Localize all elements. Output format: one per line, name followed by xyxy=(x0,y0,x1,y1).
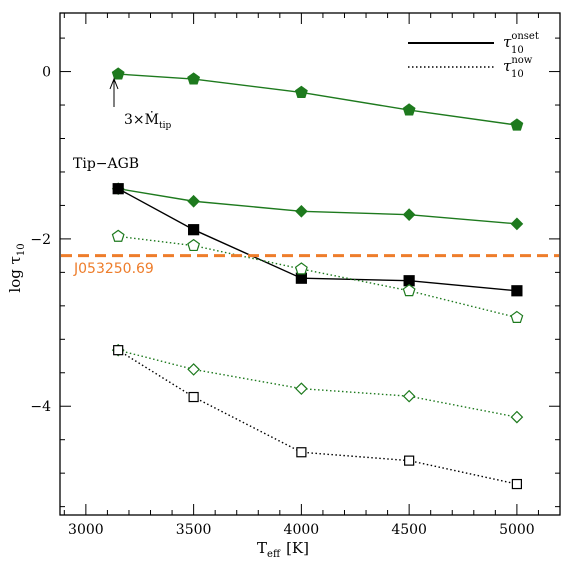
legend-entry-onset: τonset 10 xyxy=(503,31,539,56)
x-axis-label: Teff [K] xyxy=(257,539,309,560)
legend: τonset 10 τnow 10 xyxy=(408,31,539,80)
data-point-diamond xyxy=(402,208,416,221)
data-point-square xyxy=(511,285,523,297)
data-point-diamond xyxy=(187,194,200,208)
data-point-diamond xyxy=(187,363,200,376)
y-tick-label: 0 xyxy=(42,65,51,81)
y-tick-label: −2 xyxy=(30,232,51,248)
x-tick-label: 5000 xyxy=(499,522,535,538)
x-tick-label: 4000 xyxy=(284,522,320,538)
data-point-pentagon xyxy=(111,67,125,80)
data-point-pentagon xyxy=(187,72,201,85)
annotation-arrow-head xyxy=(109,77,119,90)
annotation-mdot: 3×Ṁtip xyxy=(124,110,171,131)
data-point-pentagon xyxy=(402,103,416,116)
y-axis-label: log τ10 xyxy=(6,243,27,292)
data-point-pentagon xyxy=(402,284,416,297)
data-point-square xyxy=(188,391,199,403)
data-point-square xyxy=(188,224,200,236)
x-tick-label: 3500 xyxy=(176,522,212,538)
series-3 xyxy=(112,183,523,297)
series-line xyxy=(118,349,518,418)
data-point-square xyxy=(112,183,124,195)
data-point-pentagon xyxy=(111,229,125,242)
x-tick-label: 3000 xyxy=(68,522,104,538)
data-point-diamond xyxy=(295,382,308,396)
data-point-pentagon xyxy=(187,238,201,252)
series-2 xyxy=(111,182,524,231)
data-point-pentagon xyxy=(510,118,524,131)
data-point-diamond xyxy=(510,217,524,231)
data-point-diamond xyxy=(402,389,416,403)
mdot-annotation: 3×Ṁtip xyxy=(109,77,171,131)
axis-ticks: 3000 3500 4000 4500 5000 0 −2 −4 xyxy=(30,13,560,538)
series-line xyxy=(118,73,517,126)
data-point-square xyxy=(113,345,124,356)
data-point-square xyxy=(295,272,307,284)
annotation-tip-agb: Tip−AGB xyxy=(73,156,139,172)
series-6 xyxy=(113,345,522,490)
data-point-pentagon xyxy=(294,85,308,98)
data-point-diamond xyxy=(295,204,308,218)
x-tick-label: 4500 xyxy=(391,522,427,538)
data-point-square xyxy=(296,447,307,458)
y-tick-label: −4 xyxy=(30,399,51,415)
series-5 xyxy=(111,343,524,424)
plot-frame xyxy=(59,12,561,516)
data-point-pentagon xyxy=(510,310,524,323)
data-point-diamond xyxy=(510,410,524,424)
data-point-square xyxy=(511,478,522,490)
series-line xyxy=(117,188,517,292)
series-line xyxy=(118,188,517,225)
series-4 xyxy=(111,229,524,323)
series-line xyxy=(118,235,518,319)
series-line xyxy=(117,349,518,485)
reference-line-label: J053250.69 xyxy=(73,261,154,277)
series-layer xyxy=(111,67,524,490)
series-1 xyxy=(111,67,524,131)
data-point-square xyxy=(404,455,415,466)
legend-entry-now: τnow 10 xyxy=(503,55,533,80)
data-point-pentagon xyxy=(294,262,308,275)
